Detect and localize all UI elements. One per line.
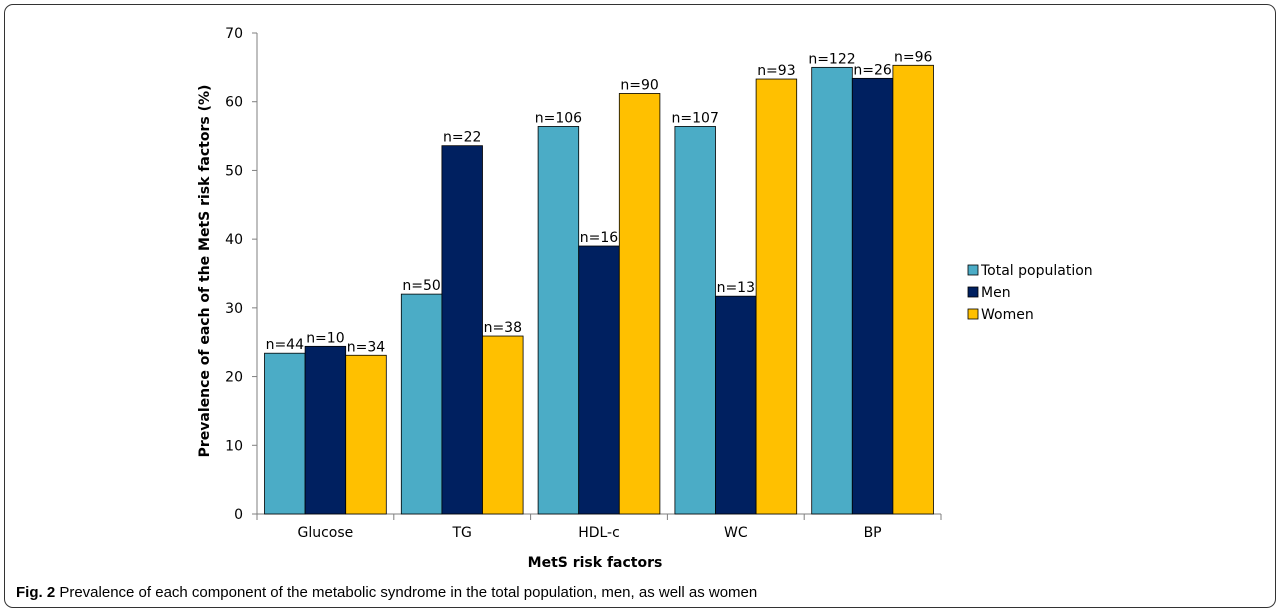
bar xyxy=(578,245,620,515)
bar xyxy=(441,145,483,515)
bar xyxy=(811,66,853,515)
bar xyxy=(715,295,757,515)
data-label: n=50 xyxy=(402,278,440,294)
bar xyxy=(618,93,661,515)
figure-label: Fig. 2 xyxy=(16,584,56,601)
figure-caption: Fig. 2 Prevalence of each component of t… xyxy=(16,584,757,601)
y-tick-label: 30 xyxy=(225,301,243,317)
legend-swatch xyxy=(967,308,979,320)
bar xyxy=(537,126,580,515)
x-tick-label: Glucose xyxy=(298,525,354,541)
bar xyxy=(892,64,934,515)
caption-text: Prevalence of each component of the meta… xyxy=(59,584,758,601)
data-label: n=26 xyxy=(853,62,892,78)
bar xyxy=(674,126,716,515)
data-label: n=107 xyxy=(672,110,719,126)
bar xyxy=(304,345,347,515)
x-tick-label: HDL-c xyxy=(578,525,620,541)
y-tick-label: 50 xyxy=(225,163,243,179)
y-tick-label: 20 xyxy=(225,370,243,386)
y-tick-label: 0 xyxy=(234,507,243,523)
data-label: n=38 xyxy=(484,320,522,336)
data-label: n=34 xyxy=(347,339,386,355)
data-label: n=96 xyxy=(894,49,933,65)
legend-swatch xyxy=(967,286,979,298)
y-tick-label: 40 xyxy=(225,232,243,248)
legend-entry: Women xyxy=(981,307,1034,323)
y-tick-label: 70 xyxy=(225,26,243,42)
data-label: n=22 xyxy=(443,130,481,146)
data-label: n=90 xyxy=(620,77,658,93)
data-labels: n=44 n=10n=34 n=50 n=22 n=38 n=106 n=16 n=90 n=1… xyxy=(266,49,933,355)
x-tick-label: WC xyxy=(724,525,748,541)
bar xyxy=(345,354,387,515)
bar xyxy=(400,293,443,515)
x-axis: Glucose TG HDL-c WC BP xyxy=(256,513,942,541)
bar xyxy=(264,352,306,515)
x-tick-label: BP xyxy=(864,525,882,541)
data-label: n=93 xyxy=(757,63,795,79)
data-label: n=16 xyxy=(580,230,619,246)
data-label: n=44 xyxy=(266,337,305,353)
data-label: n=10 xyxy=(306,330,344,346)
x-tick-label: TG xyxy=(451,525,471,541)
bars xyxy=(264,64,934,515)
legend-swatch xyxy=(967,264,979,276)
bar xyxy=(482,335,524,515)
legend-entry: Total population xyxy=(980,263,1093,279)
y-tick-label: 10 xyxy=(225,438,243,454)
data-label: n=106 xyxy=(535,110,582,126)
data-label: n=122 xyxy=(808,51,855,67)
legend-entry: Men xyxy=(981,285,1011,301)
data-label: n=13 xyxy=(717,280,755,296)
x-axis-title: MetS risk factors xyxy=(528,555,663,571)
legend: Total population Men Women xyxy=(967,263,1093,323)
y-axis: 0 10 20 30 40 50 60 70 xyxy=(225,26,258,523)
y-tick-label: 60 xyxy=(225,95,243,111)
y-axis-title: Prevalence of each of the MetS risk fact… xyxy=(197,85,213,458)
bar xyxy=(851,77,894,515)
bar xyxy=(755,78,798,515)
